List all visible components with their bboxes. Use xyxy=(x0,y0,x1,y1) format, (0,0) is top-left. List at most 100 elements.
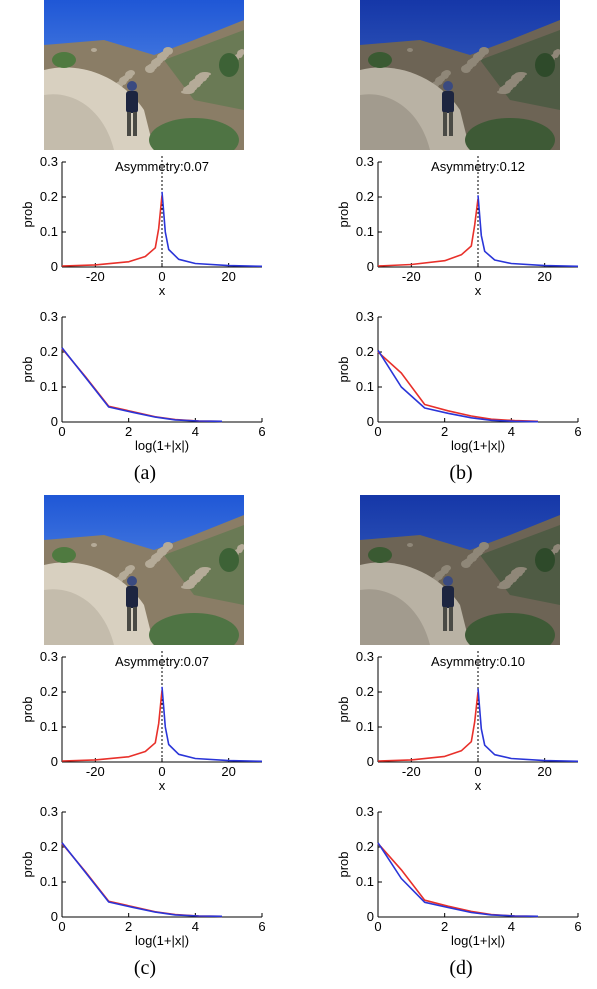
x-tick-label: 20 xyxy=(221,764,235,779)
log-distribution-chart: 0 0.1 0.2 0.3 0 2 4 6 log(1+|x|) prob xyxy=(316,305,597,455)
series-line-2 xyxy=(61,347,223,423)
hiker-photo xyxy=(360,495,560,645)
y-tick-label: 0.1 xyxy=(356,379,374,394)
series-line-2 xyxy=(477,195,579,268)
rock xyxy=(181,90,193,94)
series-line-2 xyxy=(377,842,539,918)
x-tick-label: 2 xyxy=(441,919,448,934)
mountain-slope xyxy=(164,525,244,605)
x-axis-label: x xyxy=(475,778,482,793)
x-tick-label: -20 xyxy=(402,764,421,779)
distribution-chart: 0 0.1 0.2 0.3 -20 0 20 x prob Asymmetry:0.12 xyxy=(316,150,597,300)
series-line-1 xyxy=(61,690,163,762)
hiker xyxy=(442,81,454,136)
asymmetry-annotation: Asymmetry:0.10 xyxy=(431,654,525,669)
y-tick-label: 0.2 xyxy=(40,684,58,699)
figure-panel: 0 0.1 0.2 0.3 -20 0 20 x prob Asymmetry:0.07 0 0.1 0… xyxy=(0,495,290,985)
x-tick-label: 6 xyxy=(574,919,581,934)
panel-caption: (a) xyxy=(133,462,157,484)
y-tick-label: 0.3 xyxy=(40,804,58,819)
y-tick-label: 0.1 xyxy=(40,379,58,394)
distribution-chart: 0 0.1 0.2 0.3 -20 0 20 x prob Asymmetry:0.07 xyxy=(0,150,290,300)
y-tick-label: 0.2 xyxy=(40,839,58,854)
y-axis-label: prob xyxy=(336,201,351,227)
x-tick-label: 4 xyxy=(192,424,199,439)
series-line-2 xyxy=(161,686,263,763)
rock xyxy=(91,543,97,547)
x-tick-label: 0 xyxy=(374,424,381,439)
rock xyxy=(461,65,471,73)
log-distribution-chart: 0 0.1 0.2 0.3 0 2 4 6 log(1+|x|) prob xyxy=(316,800,597,950)
y-tick-label: 0.3 xyxy=(356,649,374,664)
asymmetry-annotation: Asymmetry:0.07 xyxy=(115,654,209,669)
y-tick-label: 0.2 xyxy=(40,189,58,204)
series-line-2 xyxy=(161,191,263,268)
x-tick-label: 6 xyxy=(258,919,265,934)
x-tick-label: 0 xyxy=(158,764,165,779)
x-tick-label: 0 xyxy=(374,919,381,934)
x-tick-label: 0 xyxy=(474,764,481,779)
y-axis-label: prob xyxy=(336,696,351,722)
bush xyxy=(149,118,239,150)
y-tick-label: 0.3 xyxy=(40,154,58,169)
mountain-slope xyxy=(164,30,244,110)
figure-panel: 0 0.1 0.2 0.3 -20 0 20 x prob Asymmetry:0.12 0 0.1 0… xyxy=(316,0,597,490)
tree xyxy=(219,53,239,77)
x-axis-label: log(1+|x|) xyxy=(451,438,505,453)
rock xyxy=(497,90,509,94)
y-tick-label: 0.1 xyxy=(40,874,58,889)
series-line-2 xyxy=(477,688,579,763)
series-line-1 xyxy=(377,198,479,267)
rock xyxy=(91,48,97,52)
y-tick-label: 0.1 xyxy=(356,874,374,889)
series-line-1 xyxy=(61,195,163,267)
hiker-photo xyxy=(44,0,244,150)
panel-caption: (d) xyxy=(449,957,473,979)
panel-caption: (c) xyxy=(133,957,157,979)
hiker xyxy=(126,576,138,631)
asymmetry-annotation: Asymmetry:0.07 xyxy=(115,159,209,174)
tree xyxy=(219,548,239,572)
x-tick-label: 0 xyxy=(158,269,165,284)
distribution-chart: 0 0.1 0.2 0.3 -20 0 20 x prob Asymmetry:0.10 xyxy=(316,645,597,795)
hiker-photo xyxy=(360,0,560,150)
y-axis-label: prob xyxy=(20,696,35,722)
y-tick-label: 0 xyxy=(51,754,58,769)
boulder xyxy=(360,94,430,150)
y-tick-label: 0.3 xyxy=(356,309,374,324)
y-tick-label: 0.1 xyxy=(40,224,58,239)
y-axis-label: prob xyxy=(336,356,351,382)
tree xyxy=(535,548,555,572)
x-tick-label: 0 xyxy=(58,424,65,439)
bush xyxy=(368,547,392,563)
y-tick-label: 0.2 xyxy=(40,344,58,359)
x-tick-label: 4 xyxy=(508,919,515,934)
x-axis-label: x xyxy=(159,778,166,793)
rock xyxy=(145,65,155,73)
series-line-1 xyxy=(61,842,223,918)
figure-panel: 0 0.1 0.2 0.3 -20 0 20 x prob Asymmetry:0.10 0 0.1 0… xyxy=(316,495,597,985)
rock xyxy=(407,543,413,547)
x-axis-label: x xyxy=(159,283,166,298)
mountain-slope xyxy=(480,525,560,605)
series-line-2 xyxy=(377,349,539,423)
y-tick-label: 0.2 xyxy=(356,189,374,204)
y-axis-label: prob xyxy=(20,356,35,382)
x-tick-label: 4 xyxy=(192,919,199,934)
y-tick-label: 0 xyxy=(367,909,374,924)
y-axis-label: prob xyxy=(336,851,351,877)
y-tick-label: 0.1 xyxy=(40,719,58,734)
x-tick-label: 20 xyxy=(537,269,551,284)
rock xyxy=(497,585,509,589)
boulder xyxy=(44,589,114,645)
x-tick-label: -20 xyxy=(402,269,421,284)
y-axis-label: prob xyxy=(20,201,35,227)
tree xyxy=(535,53,555,77)
x-tick-label: 0 xyxy=(58,919,65,934)
boulder xyxy=(360,589,430,645)
x-axis-label: log(1+|x|) xyxy=(451,933,505,948)
bush xyxy=(465,613,555,645)
x-tick-label: 6 xyxy=(574,424,581,439)
boulder xyxy=(44,94,114,150)
x-tick-label: -20 xyxy=(86,764,105,779)
